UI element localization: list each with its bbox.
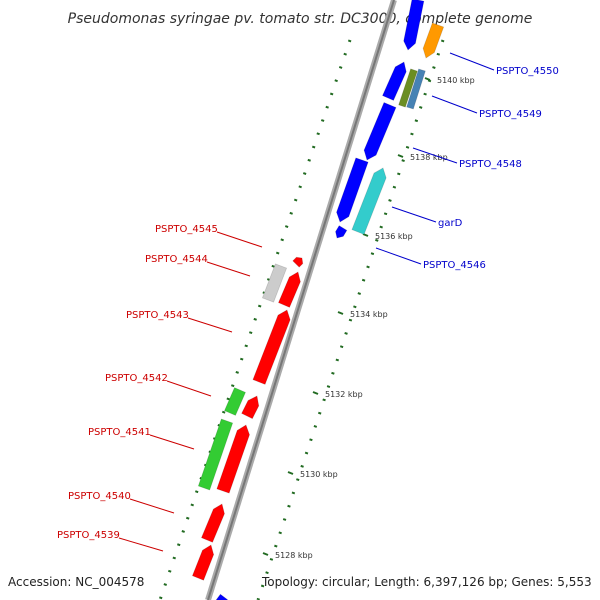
gene-green: [223, 387, 247, 416]
gene-labels: PSPTO_4550 PSPTO_4549 PSPTO_4548 garD PSPTO_…: [57, 52, 559, 552]
tick-marks: 5128 kbp 5130 kbp 5132 kbp 5134 kbp 5136 kbp…: [262, 76, 475, 560]
gene-reverse: [191, 544, 215, 581]
tick-label: 5132 kbp: [325, 390, 363, 399]
gene-reverse: [277, 271, 301, 308]
reverse-gene-label[interactable]: PSPTO_4539: [57, 530, 164, 552]
gene-forward: [215, 593, 229, 600]
tick: 5140 kbp: [424, 76, 475, 85]
gene-label-text: garD: [438, 218, 463, 229]
dotted-guide: [256, 39, 445, 600]
gene-reverse: [252, 309, 291, 385]
tick: 5134 kbp: [337, 310, 388, 319]
gene-reverse: [200, 503, 225, 543]
tick-label: 5140 kbp: [437, 76, 475, 85]
gene-reverse: [292, 256, 304, 268]
dotted-guides: [158, 39, 445, 600]
forward-gene-label[interactable]: garD: [391, 206, 463, 229]
gene-forward: [335, 225, 348, 239]
tick-label: 5136 kbp: [375, 232, 413, 241]
gene-label-text: PSPTO_4546: [423, 260, 486, 271]
gene-label-text: PSPTO_4541: [88, 427, 151, 438]
tick-label: 5134 kbp: [350, 310, 388, 319]
genes: [191, 0, 445, 600]
gene-forward: [363, 101, 397, 161]
gene-forward: [381, 61, 407, 101]
gene-olive: [398, 68, 418, 108]
reverse-gene-label[interactable]: PSPTO_4541: [88, 427, 195, 450]
gene-label-text: PSPTO_4549: [479, 109, 542, 120]
gene-label-text: PSPTO_4540: [68, 491, 131, 502]
gene-label-text: PSPTO_4548: [459, 159, 522, 170]
forward-gene-label[interactable]: PSPTO_4550: [449, 52, 559, 77]
gene-label-text: PSPTO_4550: [496, 66, 559, 77]
backbone: [205, 0, 397, 600]
topology-text: Topology: circular; Length: 6,397,126 bp…: [261, 575, 592, 589]
tick: 5136 kbp: [362, 232, 413, 241]
reverse-gene-label[interactable]: PSPTO_4542: [105, 373, 212, 397]
reverse-gene-label[interactable]: PSPTO_4544: [145, 254, 251, 277]
reverse-gene-label[interactable]: PSPTO_4545: [155, 224, 263, 248]
tick-label: 5128 kbp: [275, 551, 313, 560]
gene-label-text: PSPTO_4539: [57, 530, 120, 541]
gene-label-text: PSPTO_4542: [105, 373, 168, 384]
gene-label-text: PSPTO_4543: [126, 310, 189, 321]
forward-gene-label[interactable]: PSPTO_4549: [431, 95, 542, 120]
tick: 5128 kbp: [262, 551, 313, 560]
gene-reverse: [241, 395, 260, 420]
forward-gene-label[interactable]: PSPTO_4546: [375, 247, 486, 271]
gene-orange: [422, 22, 445, 59]
gene-label-text: PSPTO_4544: [145, 254, 208, 265]
gene-cyan: [351, 167, 387, 235]
tick: 5130 kbp: [287, 470, 338, 479]
gene-forward: [336, 157, 369, 223]
gene-forward: [403, 0, 425, 51]
reverse-gene-label[interactable]: PSPTO_4540: [68, 491, 175, 514]
map-title: Pseudomonas syringae pv. tomato str. DC3…: [68, 11, 533, 27]
forward-gene-label[interactable]: PSPTO_4548: [412, 147, 522, 170]
reverse-gene-label[interactable]: PSPTO_4543: [126, 310, 233, 333]
accession-text: Accession: NC_004578: [8, 575, 144, 589]
tick-label: 5130 kbp: [300, 470, 338, 479]
gene-reverse: [216, 424, 250, 494]
tick-label: 5138 kbp: [410, 153, 448, 162]
dotted-guide: [158, 39, 352, 600]
tick: 5132 kbp: [312, 390, 363, 399]
tick: 5138 kbp: [397, 153, 448, 162]
gene-green: [197, 418, 234, 491]
gene-steelblue: [406, 68, 426, 110]
gene-label-text: PSPTO_4545: [155, 224, 218, 235]
gene-gray: [261, 263, 288, 303]
